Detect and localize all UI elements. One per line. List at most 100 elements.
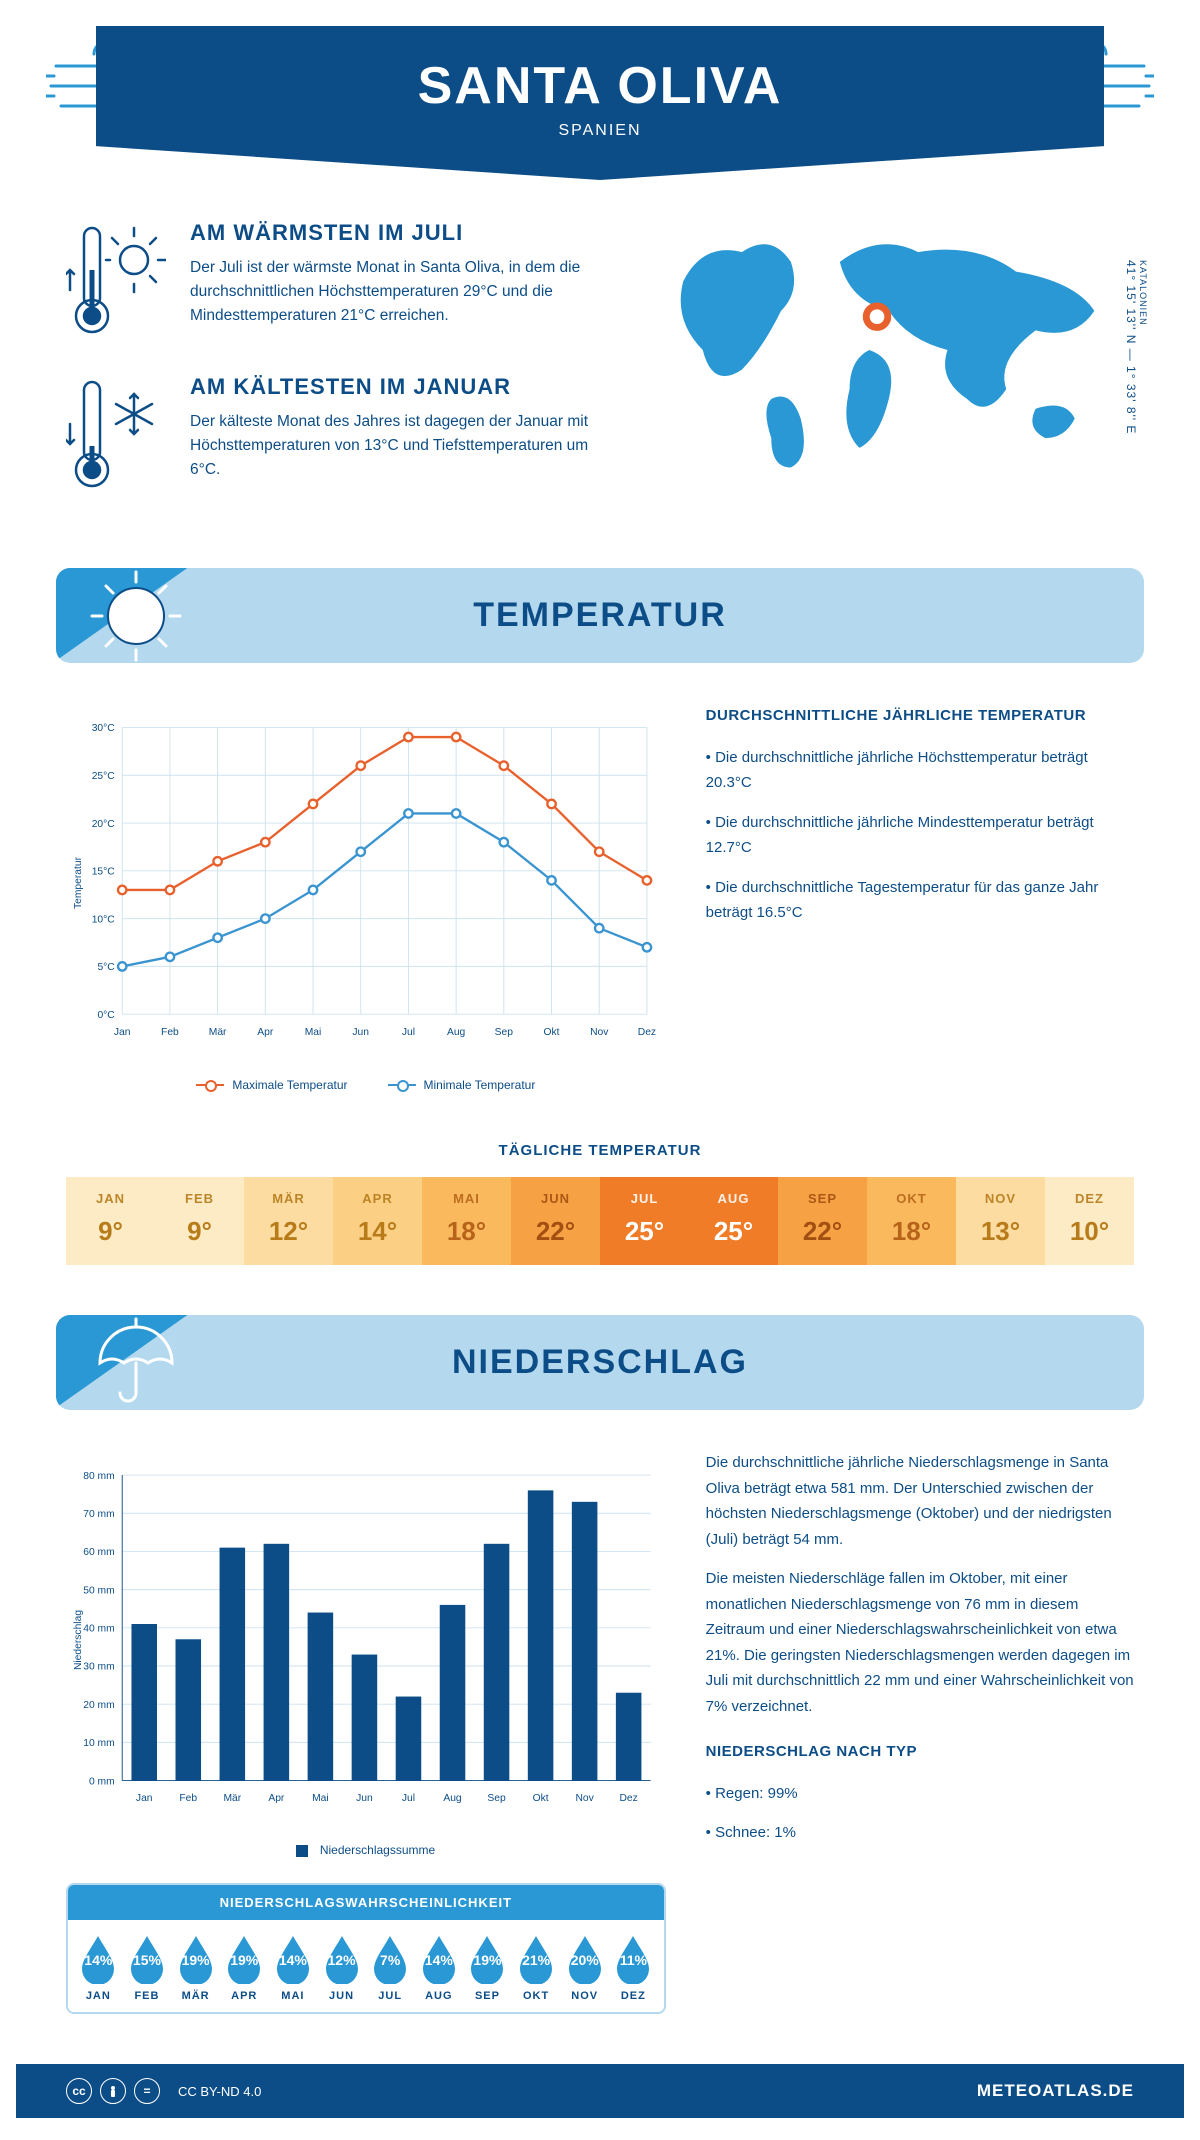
svg-text:Temperatur: Temperatur (73, 856, 84, 909)
probability-cell: 21%OKT (512, 1934, 561, 2002)
svg-text:15°C: 15°C (92, 867, 116, 878)
temperature-block: 0°C5°C10°C15°C20°C25°C30°CJanFebMärAprMa… (16, 693, 1184, 1122)
svg-text:Apr: Apr (257, 1027, 274, 1038)
svg-text:Okt: Okt (533, 1793, 549, 1804)
world-map-icon (644, 220, 1134, 480)
region-label: KATALONIEN (1138, 260, 1148, 430)
svg-text:Dez: Dez (638, 1027, 656, 1038)
daily-temp-cell: APR14° (333, 1177, 422, 1265)
temp-bullet: • Die durchschnittliche jährliche Mindes… (706, 810, 1134, 861)
raindrop-icon: 21% (516, 1934, 556, 1984)
svg-text:Jun: Jun (356, 1793, 373, 1804)
probability-row: 14%JAN15%FEB19%MÄR19%APR14%MAI12%JUN7%JU… (68, 1920, 664, 2012)
svg-text:25°C: 25°C (92, 771, 116, 782)
precipitation-block: 0 mm10 mm20 mm30 mm40 mm50 mm60 mm70 mm8… (16, 1440, 1184, 2044)
precipitation-banner: NIEDERSCHLAG (56, 1315, 1144, 1410)
probability-panel: NIEDERSCHLAGSWAHRSCHEINLICHKEIT 14%JAN15… (66, 1883, 666, 2014)
svg-text:Mär: Mär (223, 1793, 241, 1804)
temperature-legend: .legend-item:nth-child(1) .legend-swatch… (66, 1078, 666, 1092)
svg-text:Feb: Feb (161, 1027, 179, 1038)
legend-max-label: Maximale Temperatur (232, 1078, 347, 1092)
daily-temp-cell: JUL25° (600, 1177, 689, 1265)
daily-temp-cell: SEP22° (778, 1177, 867, 1265)
svg-text:Aug: Aug (443, 1793, 462, 1804)
probability-cell: 19%APR (220, 1934, 269, 2002)
raindrop-icon: 14% (78, 1934, 118, 1984)
svg-text:Feb: Feb (179, 1793, 197, 1804)
svg-text:40 mm: 40 mm (83, 1624, 114, 1635)
map-region: KATALONIEN 41° 15' 13'' N — 1° 33' 8'' E (644, 220, 1134, 528)
svg-text:Jan: Jan (136, 1793, 153, 1804)
precipitation-legend: Niederschlagssumme (66, 1843, 666, 1857)
daily-temp-block: TÄGLICHE TEMPERATUR JAN9°FEB9°MÄR12°APR1… (16, 1122, 1184, 1305)
daily-temp-cell: AUG25° (689, 1177, 778, 1265)
probability-cell: 7%JUL (366, 1934, 415, 2002)
svg-text:0 mm: 0 mm (89, 1776, 115, 1787)
fact-warm: AM WÄRMSTEN IM JULI Der Juli ist der wär… (66, 220, 604, 340)
svg-text:Jul: Jul (402, 1027, 415, 1038)
svg-text:50 mm: 50 mm (83, 1585, 114, 1596)
svg-text:Mär: Mär (209, 1027, 227, 1038)
coords-value: 41° 15' 13'' N — 1° 33' 8'' E (1124, 260, 1138, 434)
fact-cold-text: Der kälteste Monat des Jahres ist dagege… (190, 410, 604, 482)
probability-cell: 19%SEP (463, 1934, 512, 2002)
temperature-line-chart: 0°C5°C10°C15°C20°C25°C30°CJanFebMärAprMa… (66, 703, 666, 1063)
probability-cell: 14%MAI (269, 1934, 318, 2002)
raindrop-icon: 19% (467, 1934, 507, 1984)
svg-text:Sep: Sep (487, 1793, 506, 1804)
fact-cold-title: AM KÄLTESTEN IM JANUAR (190, 374, 604, 400)
svg-text:Jun: Jun (352, 1027, 369, 1038)
svg-text:Nov: Nov (590, 1027, 609, 1038)
precip-type-bullet: • Schnee: 1% (706, 1820, 1134, 1846)
daily-temp-cell: NOV13° (956, 1177, 1045, 1265)
daily-temp-strip: JAN9°FEB9°MÄR12°APR14°MAI18°JUN22°JUL25°… (66, 1177, 1134, 1265)
svg-text:80 mm: 80 mm (83, 1471, 114, 1482)
umbrella-icon (86, 1315, 186, 1410)
fact-warm-text: Der Juli ist der wärmste Monat in Santa … (190, 256, 604, 328)
thermometer-snow-icon (66, 374, 166, 494)
temp-side-title: DURCHSCHNITTLICHE JÄHRLICHE TEMPERATUR (706, 703, 1134, 729)
header-banner: SANTA OLIVA SPANIEN (96, 26, 1104, 180)
probability-title: NIEDERSCHLAGSWAHRSCHEINLICHKEIT (68, 1885, 664, 1920)
svg-text:Dez: Dez (620, 1793, 638, 1804)
probability-cell: 19%MÄR (171, 1934, 220, 2002)
page-subtitle: SPANIEN (116, 122, 1084, 140)
brand-label: METEOATLAS.DE (977, 2081, 1134, 2101)
precip-type-bullet: • Regen: 99% (706, 1781, 1134, 1807)
footer: cc = CC BY-ND 4.0 METEOATLAS.DE (16, 2064, 1184, 2118)
coordinates: KATALONIEN 41° 15' 13'' N — 1° 33' 8'' E (1124, 260, 1148, 434)
legend-min-label: Minimale Temperatur (424, 1078, 536, 1092)
svg-text:Aug: Aug (447, 1027, 466, 1038)
probability-cell: 11%DEZ (609, 1934, 658, 2002)
precip-legend-label: Niederschlagssumme (320, 1843, 435, 1857)
fact-warm-title: AM WÄRMSTEN IM JULI (190, 220, 604, 246)
svg-text:30 mm: 30 mm (83, 1662, 114, 1673)
precipitation-bar-chart: 0 mm10 mm20 mm30 mm40 mm50 mm60 mm70 mm8… (66, 1450, 666, 1830)
svg-text:Mai: Mai (305, 1027, 322, 1038)
precip-para: Die meisten Niederschläge fallen im Okto… (706, 1566, 1134, 1719)
page: SANTA OLIVA SPANIEN (0, 0, 1200, 2134)
license-block: cc = CC BY-ND 4.0 (66, 2078, 261, 2104)
daily-temp-title: TÄGLICHE TEMPERATUR (66, 1142, 1134, 1159)
probability-cell: 15%FEB (123, 1934, 172, 2002)
daily-temp-cell: JAN9° (66, 1177, 155, 1265)
daily-temp-cell: OKT18° (867, 1177, 956, 1265)
daily-temp-cell: MAI18° (422, 1177, 511, 1265)
temp-bullet: • Die durchschnittliche jährliche Höchst… (706, 745, 1134, 796)
svg-text:70 mm: 70 mm (83, 1509, 114, 1520)
svg-text:10°C: 10°C (92, 914, 116, 925)
svg-text:Nov: Nov (575, 1793, 594, 1804)
precip-type-title: NIEDERSCHLAG NACH TYP (706, 1739, 1134, 1765)
legend-max: .legend-item:nth-child(1) .legend-swatch… (196, 1078, 347, 1092)
cc-icon: cc (66, 2078, 92, 2104)
svg-text:20 mm: 20 mm (83, 1700, 114, 1711)
intro-facts: AM WÄRMSTEN IM JULI Der Juli ist der wär… (66, 220, 604, 528)
temperature-text: DURCHSCHNITTLICHE JÄHRLICHE TEMPERATUR •… (706, 703, 1134, 1092)
precip-para: Die durchschnittliche jährliche Niedersc… (706, 1450, 1134, 1552)
raindrop-icon: 14% (273, 1934, 313, 1984)
by-icon (100, 2078, 126, 2104)
probability-cell: 20%NOV (560, 1934, 609, 2002)
svg-text:Jan: Jan (114, 1027, 131, 1038)
precipitation-chart-area: 0 mm10 mm20 mm30 mm40 mm50 mm60 mm70 mm8… (66, 1450, 666, 2014)
intro-region: AM WÄRMSTEN IM JULI Der Juli ist der wär… (16, 180, 1184, 558)
